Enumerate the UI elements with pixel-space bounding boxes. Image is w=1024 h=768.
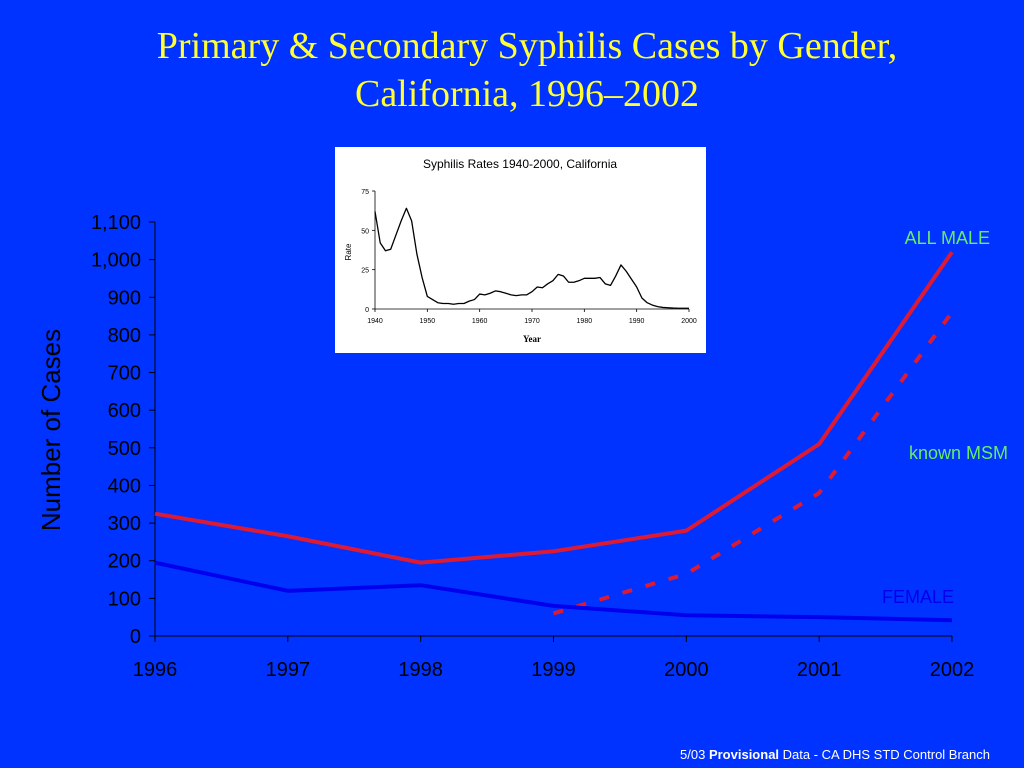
y-tick-label: 0: [130, 626, 141, 648]
inset-y-tick-label: 25: [361, 268, 369, 275]
x-tick-label: 1998: [398, 659, 443, 681]
inset-x-label: Year: [523, 334, 541, 344]
inset-x-tick-label: 1990: [629, 318, 645, 325]
inset-x-tick-label: 1940: [367, 318, 383, 325]
inset-x-tick-label: 2000: [681, 318, 697, 325]
series-label-all-male: ALL MALE: [905, 228, 990, 248]
y-tick-label: 600: [108, 400, 141, 422]
y-tick-label: 700: [108, 363, 141, 385]
main-series: [154, 250, 954, 623]
y-tick-label: 1,000: [91, 250, 141, 272]
inset-axes: 0 25 50 75 1940 1950 1960 1970 1980 1990 2000: [361, 189, 697, 325]
y-tick-label: 800: [108, 325, 141, 347]
inset-y-tick-label: 0: [365, 307, 369, 314]
series-label-known-msm: known MSM: [909, 443, 1008, 463]
inset-series: [374, 207, 689, 309]
main-axes: 01002003004005006007008009001,0001,10019…: [91, 212, 974, 681]
series-line-known-msm: [552, 311, 954, 616]
x-tick-label: 1997: [266, 659, 311, 681]
inset-chart: Syphilis Rates 1940-2000, California Rat…: [344, 157, 697, 344]
inset-title: Syphilis Rates 1940-2000, California: [423, 157, 617, 171]
x-tick-label: 1996: [133, 659, 178, 681]
y-tick-label: 500: [108, 438, 141, 460]
series-label-female: FEMALE: [882, 587, 954, 607]
inset-y-label: Rate: [344, 243, 353, 260]
y-tick-label: 300: [108, 513, 141, 535]
y-tick-label: 1,100: [91, 212, 141, 234]
inset-x-tick-label: 1950: [420, 318, 436, 325]
y-tick-label: 200: [108, 551, 141, 573]
inset-y-tick-label: 50: [361, 228, 369, 235]
inset-chart-panel: Syphilis Rates 1940-2000, California Rat…: [335, 147, 706, 353]
title-line-2: California, 1996–2002: [354, 73, 700, 115]
y-axis-label: Number of Cases: [36, 329, 66, 531]
x-tick-label: 2001: [797, 659, 842, 681]
y-tick-label: 100: [108, 588, 141, 610]
inset-x-tick-label: 1980: [577, 318, 593, 325]
inset-rate-line: [374, 207, 689, 309]
footer-provisional: Provisional: [708, 747, 780, 762]
x-tick-label: 2000: [664, 659, 709, 681]
footer-suffix: Data - CA DHS STD Control Branch: [779, 747, 990, 762]
inset-x-tick-label: 1970: [524, 318, 540, 325]
inset-x-tick-label: 1960: [472, 318, 488, 325]
y-tick-label: 400: [108, 475, 141, 497]
y-tick-label: 900: [108, 287, 141, 309]
inset-y-tick-label: 75: [361, 189, 369, 196]
x-tick-label: 1999: [531, 659, 576, 681]
x-tick-label: 2002: [930, 659, 975, 681]
slide-title: Primary & Secondary Syphilis Cases by Ge…: [0, 22, 1024, 118]
title-line-1: Primary & Secondary Syphilis Cases by Ge…: [156, 25, 898, 67]
footer-prefix: 5/03: [680, 747, 709, 762]
footer-note: 5/03 Provisional Data - CA DHS STD Contr…: [680, 747, 990, 762]
